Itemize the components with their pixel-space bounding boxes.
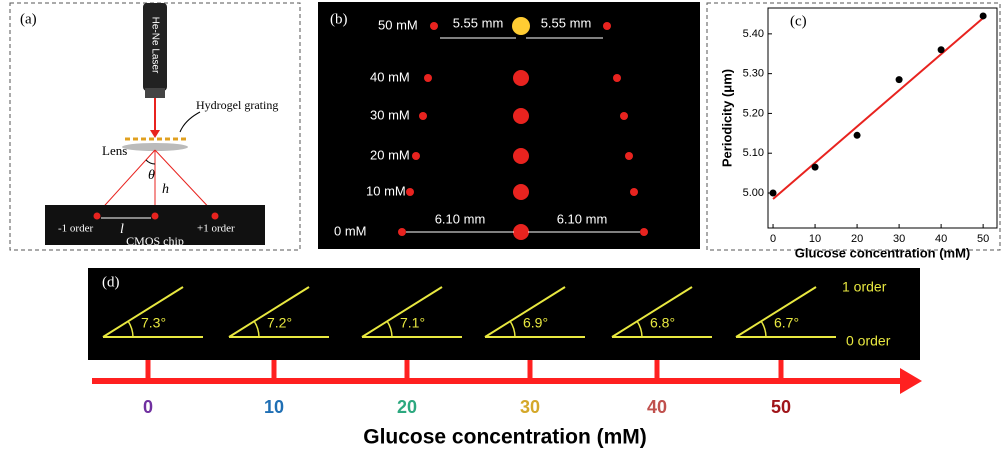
panel-label: (a)	[20, 11, 37, 27]
spot	[613, 74, 621, 82]
point	[812, 164, 819, 171]
spot	[513, 184, 529, 200]
angle-label: 6.8°	[650, 315, 675, 331]
angle-label: 7.2°	[267, 315, 292, 331]
spot	[424, 74, 432, 82]
point	[938, 46, 945, 53]
spot	[513, 70, 529, 86]
concentration-label: 10	[264, 397, 284, 417]
laser-tip	[145, 88, 165, 98]
chip-label: CMOS chip	[126, 234, 184, 248]
x-tick-label: 20	[851, 233, 863, 245]
point	[980, 12, 987, 19]
point	[854, 132, 861, 139]
spot	[630, 188, 638, 196]
spot	[212, 213, 219, 220]
grating-pointer	[180, 112, 200, 132]
row-label: 30 mM	[370, 107, 410, 122]
point	[770, 189, 777, 196]
spot	[152, 213, 159, 220]
laser-label: He-Ne Laser	[149, 17, 160, 74]
y-tick-label: 5.40	[743, 28, 764, 40]
angle-label: 6.9°	[523, 315, 548, 331]
panel-b	[318, 2, 700, 249]
x-tick-label: 30	[893, 233, 905, 245]
distance-label: 6.10 mm	[557, 211, 608, 226]
spot	[398, 228, 406, 236]
spot	[640, 228, 648, 236]
panel-label: (d)	[102, 274, 120, 290]
x-tick-label: 0	[770, 233, 776, 245]
order-label: 1 order	[842, 279, 887, 295]
lens-label: Lens	[102, 143, 127, 158]
fit-line	[773, 18, 983, 199]
spot	[412, 152, 420, 160]
y-tick-label: 5.20	[743, 107, 764, 119]
y-axis-title: Periodicity (μm)	[719, 69, 734, 167]
angle-label: 7.1°	[400, 315, 425, 331]
theta: θ	[148, 168, 155, 183]
distance-label: 5.55 mm	[541, 15, 592, 30]
y-tick-label: 5.00	[743, 187, 764, 199]
grating-label: Hydrogel grating	[196, 98, 278, 112]
spot	[406, 188, 414, 196]
x-tick-label: 50	[977, 233, 989, 245]
l-label: l	[120, 222, 124, 237]
h-label: h	[162, 182, 169, 197]
spot	[94, 213, 101, 220]
lens	[122, 143, 188, 151]
beam-arrow	[150, 130, 160, 138]
row-label: 40 mM	[370, 69, 410, 84]
x-axis-title: Glucose concentration (mM)	[795, 245, 971, 260]
concentration-label: 40	[647, 397, 667, 417]
concentration-label: 0	[143, 397, 153, 417]
x-tick-label: 40	[935, 233, 947, 245]
row-label: 20 mM	[370, 147, 410, 162]
axis-title: Glucose concentration (mM)	[363, 426, 647, 449]
figure: (a) He-Ne Laser Hydrogel grating Lens θ …	[0, 0, 1006, 453]
panel-label: (c)	[790, 13, 807, 29]
spot	[513, 108, 529, 124]
concentration-label: 50	[771, 397, 791, 417]
spot	[512, 17, 530, 35]
chart: (c) 0 10 20 30 40 50 5.00 5.10 5.20 5.30 5.40 Glucos…	[719, 8, 997, 260]
distance-label: 6.10 mm	[435, 211, 486, 226]
spot	[603, 22, 611, 30]
y-tick-label: 5.30	[743, 68, 764, 80]
concentration-label: 30	[520, 397, 540, 417]
order-label: +1 order	[197, 223, 235, 235]
order-label: 0 order	[846, 333, 891, 349]
y-tick-label: 5.10	[743, 147, 764, 159]
point	[896, 76, 903, 83]
arrow-head	[900, 368, 922, 394]
spot	[625, 152, 633, 160]
ray	[97, 150, 155, 214]
spot	[419, 112, 427, 120]
angle-arc	[146, 160, 155, 164]
x-tick-label: 10	[809, 233, 821, 245]
spot	[430, 22, 438, 30]
row-label: 0 mM	[334, 223, 367, 238]
angle-label: 6.7°	[774, 315, 799, 331]
spot	[620, 112, 628, 120]
concentration-label: 20	[397, 397, 417, 417]
spot	[513, 148, 529, 164]
distance-label: 5.55 mm	[453, 15, 504, 30]
row-label: 10 mM	[366, 183, 406, 198]
panel-label: (b)	[330, 11, 348, 27]
row-label: 50 mM	[378, 17, 418, 32]
order-label: -1 order	[58, 223, 93, 235]
angle-label: 7.3°	[141, 315, 166, 331]
spot	[513, 224, 529, 240]
plot-frame	[768, 8, 997, 228]
